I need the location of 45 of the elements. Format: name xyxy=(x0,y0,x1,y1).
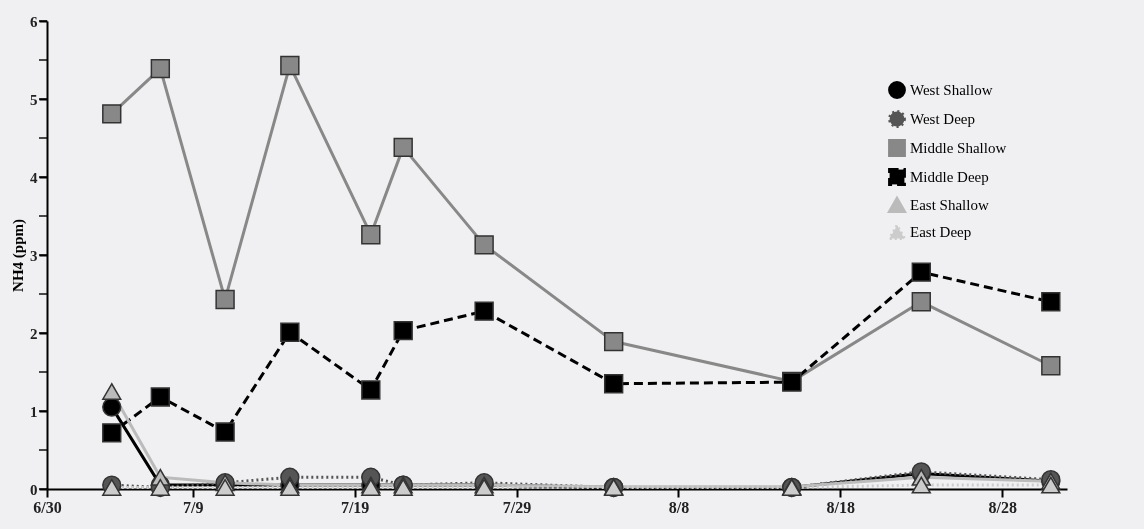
point xyxy=(150,58,171,79)
point xyxy=(911,262,931,282)
y-tick-label: 5 xyxy=(30,91,38,108)
x-tick-label: 7/29 xyxy=(502,498,532,516)
point xyxy=(911,292,931,312)
legend-label: West Shallow xyxy=(910,82,993,98)
point xyxy=(1041,476,1061,494)
point xyxy=(280,55,300,76)
point xyxy=(474,301,494,321)
legend-label: East Shallow xyxy=(910,197,989,213)
point xyxy=(603,331,624,352)
point xyxy=(102,423,122,443)
point xyxy=(1041,292,1061,312)
legend-label: West Deep xyxy=(910,111,976,127)
point xyxy=(361,225,381,245)
legend-label: East Deep xyxy=(910,224,972,240)
x-tick-label: 6/30 xyxy=(33,498,62,516)
point xyxy=(603,374,624,394)
y-axis-title: NH4 (ppm) xyxy=(10,219,27,292)
legend-label: Middle Shallow xyxy=(910,140,1007,156)
y-tick-label: 3 xyxy=(30,247,38,264)
point xyxy=(361,380,381,400)
point xyxy=(215,422,235,442)
y-tick-label: 2 xyxy=(30,325,38,342)
point xyxy=(215,289,235,310)
point xyxy=(474,235,494,255)
y-tick-label: 1 xyxy=(30,403,38,420)
point xyxy=(280,322,300,342)
point xyxy=(1041,356,1061,376)
x-tick-label: 7/9 xyxy=(182,498,204,516)
point xyxy=(911,476,931,494)
point xyxy=(150,387,171,407)
x-tick-label: 8/18 xyxy=(826,498,856,516)
y-tick-label: 6 xyxy=(30,13,38,30)
point xyxy=(102,104,122,124)
y-tick-label: 4 xyxy=(30,169,38,186)
point xyxy=(393,320,413,341)
y-tick-label: 0 xyxy=(30,481,38,498)
legend-label: Middle Deep xyxy=(910,169,989,185)
x-tick-label: 7/19 xyxy=(340,498,370,516)
point xyxy=(393,137,413,158)
point xyxy=(102,383,122,400)
x-tick-label: 8/28 xyxy=(988,498,1017,516)
x-tick-label: 8/8 xyxy=(668,498,690,516)
point xyxy=(102,397,122,417)
